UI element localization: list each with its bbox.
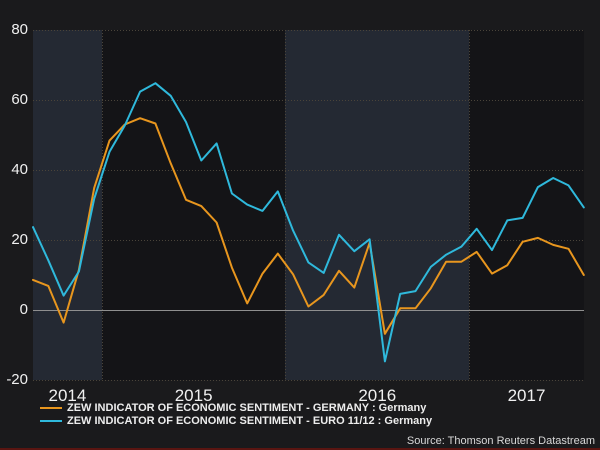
legend: ZEW INDICATOR OF ECONOMIC SENTIMENT - GE… <box>40 402 432 427</box>
x-axis-label-2015: 2015 <box>174 386 213 405</box>
year-band-2016 <box>285 30 470 380</box>
year-gridline <box>469 30 470 380</box>
x-axis-label-2016: 2016 <box>358 386 397 405</box>
x-axis-label-2017: 2017 <box>507 386 546 405</box>
series-line-germany <box>32 117 585 335</box>
grid-line-60 <box>33 100 584 101</box>
y-axis-label-20: 20 <box>11 231 28 248</box>
year-gridline <box>285 30 286 380</box>
legend-label-euro: ZEW INDICATOR OF ECONOMIC SENTIMENT - EU… <box>67 415 433 427</box>
year-band-2015 <box>101 30 286 380</box>
grid-line-80 <box>33 30 584 31</box>
y-axis-label-0: 0 <box>19 301 28 318</box>
legend-swatch-euro <box>40 420 62 422</box>
grid-line-20 <box>33 240 584 241</box>
y-axis-label--20: -20 <box>6 371 28 388</box>
series-line-euro <box>32 82 585 363</box>
year-gridline <box>102 30 103 380</box>
legend-swatch-germany <box>40 407 62 409</box>
grid-line-40 <box>33 170 584 171</box>
y-axis-label-80: 80 <box>11 21 28 38</box>
source-note: Source: Thomson Reuters Datastream <box>406 435 595 447</box>
year-band-2017 <box>469 30 584 380</box>
x-axis-label-2014: 2014 <box>48 386 87 405</box>
bottom-accent-line <box>0 448 600 450</box>
legend-item-euro: ZEW INDICATOR OF ECONOMIC SENTIMENT - EU… <box>40 415 432 427</box>
y-axis-label-60: 60 <box>11 91 28 108</box>
legend-item-germany: ZEW INDICATOR OF ECONOMIC SENTIMENT - GE… <box>40 402 432 414</box>
legend-label-germany: ZEW INDICATOR OF ECONOMIC SENTIMENT - GE… <box>67 402 427 414</box>
y-axis-label-40: 40 <box>11 161 28 178</box>
grid-line--20 <box>33 380 584 381</box>
zero-line <box>33 310 584 311</box>
